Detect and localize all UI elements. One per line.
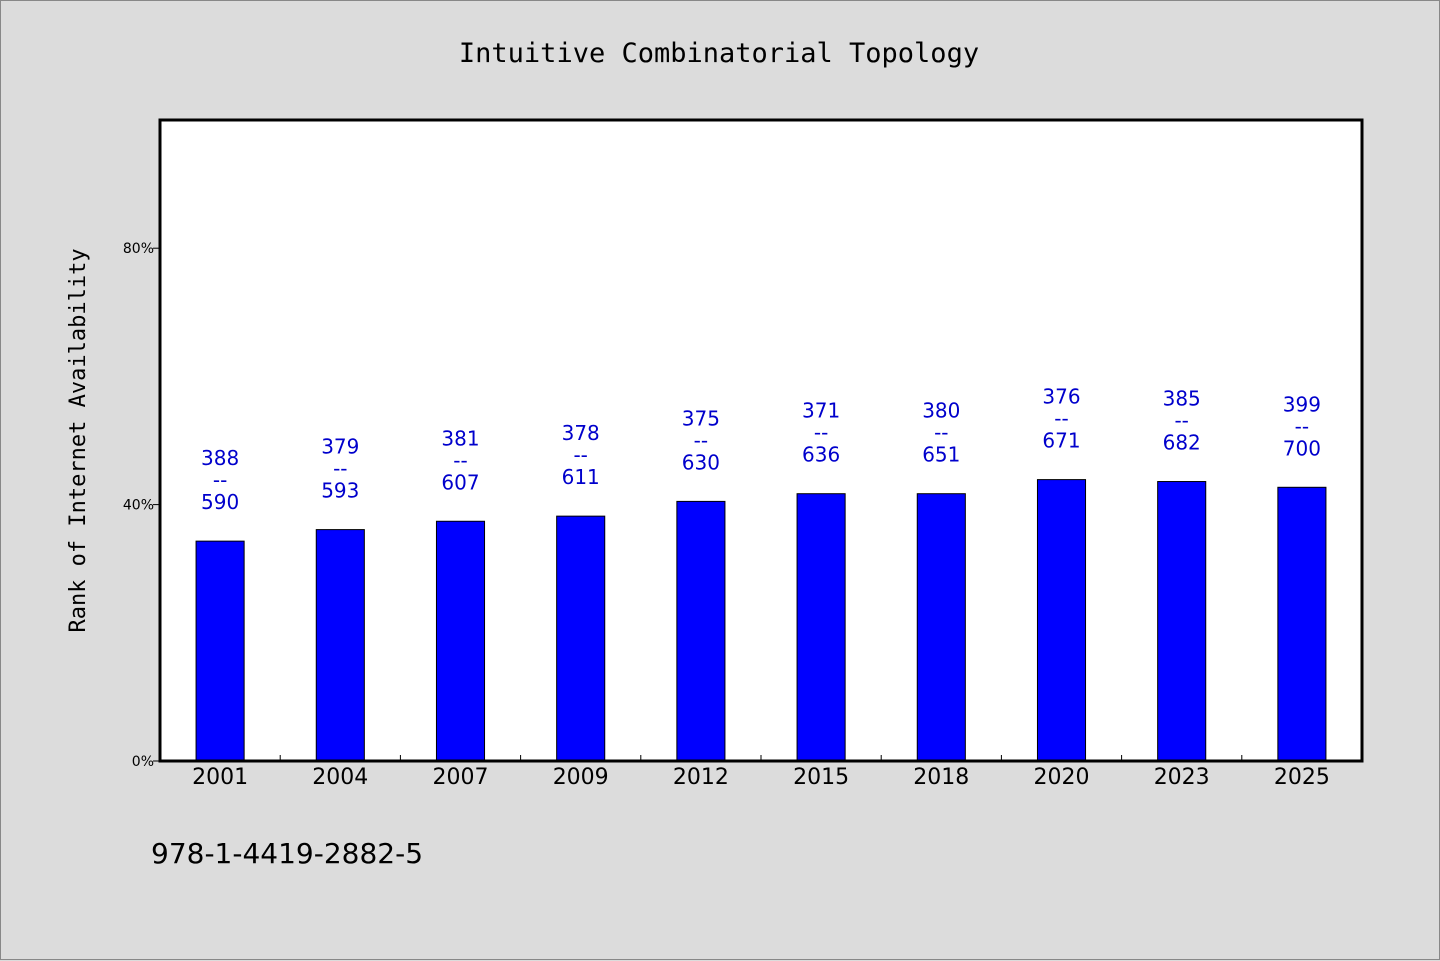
data-label-separator: --	[1295, 414, 1309, 438]
data-label-top: 375	[682, 406, 720, 430]
x-tick-label: 2009	[553, 765, 609, 790]
data-label-separator: --	[573, 443, 587, 467]
data-label-bottom: 651	[922, 443, 960, 467]
x-tick-label: 2025	[1274, 765, 1330, 790]
y-tick-label: 80%	[123, 241, 154, 257]
bar-2025	[1277, 486, 1327, 762]
isbn-footnote: 978-1-4419-2882-5	[151, 837, 424, 870]
data-label-separator: --	[1174, 409, 1188, 433]
data-label-top: 381	[441, 426, 479, 450]
y-tick-label: 40%	[123, 498, 154, 514]
x-tick-label: 2020	[1034, 765, 1090, 790]
x-tick-label: 2018	[913, 765, 969, 790]
chart-title: Intuitive Combinatorial Topology	[459, 38, 979, 69]
data-label-bottom: 630	[682, 450, 720, 474]
bar-2020	[1036, 479, 1087, 762]
data-label-separator: --	[333, 457, 347, 481]
data-label-separator: --	[694, 428, 708, 452]
data-label-top: 388	[201, 446, 239, 470]
data-label-top: 378	[562, 421, 600, 445]
y-tick-label: 0%	[132, 754, 154, 770]
data-label-bottom: 636	[802, 443, 840, 467]
x-tick-label: 2015	[793, 765, 849, 790]
bar-2023	[1157, 481, 1207, 762]
x-tick-label: 2012	[673, 765, 729, 790]
bar-2007	[435, 520, 486, 762]
data-label-bottom: 671	[1042, 429, 1080, 453]
data-label-separator: --	[213, 468, 227, 492]
x-tick-label: 2001	[192, 765, 248, 790]
bar-2018	[916, 493, 966, 762]
data-label-top: 385	[1163, 387, 1201, 411]
y-axis-label: Rank of Internet Availability	[66, 248, 91, 632]
data-label-bottom: 700	[1283, 436, 1321, 460]
data-label-separator: --	[1054, 407, 1068, 431]
x-tick-label: 2004	[312, 765, 368, 790]
bar-2001	[195, 540, 245, 762]
plot-frame	[158, 118, 1364, 763]
data-label-top: 371	[802, 399, 840, 423]
data-label-bottom: 607	[441, 470, 479, 494]
data-label-bottom: 611	[562, 465, 600, 489]
bar-2009	[556, 515, 606, 762]
data-label-top: 399	[1283, 392, 1321, 416]
data-label-bottom: 590	[201, 490, 239, 514]
data-label-bottom: 682	[1163, 431, 1201, 455]
data-label-separator: --	[814, 421, 828, 445]
data-label-top: 379	[321, 435, 359, 459]
data-label-top: 380	[922, 399, 960, 423]
data-label-top: 376	[1042, 385, 1080, 409]
data-label-bottom: 593	[321, 479, 359, 503]
data-label-separator: --	[934, 421, 948, 445]
data-label-separator: --	[453, 448, 467, 472]
x-tick-label: 2023	[1154, 765, 1210, 790]
x-tick-label: 2007	[433, 765, 489, 790]
bar-2012	[676, 500, 726, 762]
bar-2004	[315, 529, 365, 762]
bar-2015	[796, 493, 846, 762]
